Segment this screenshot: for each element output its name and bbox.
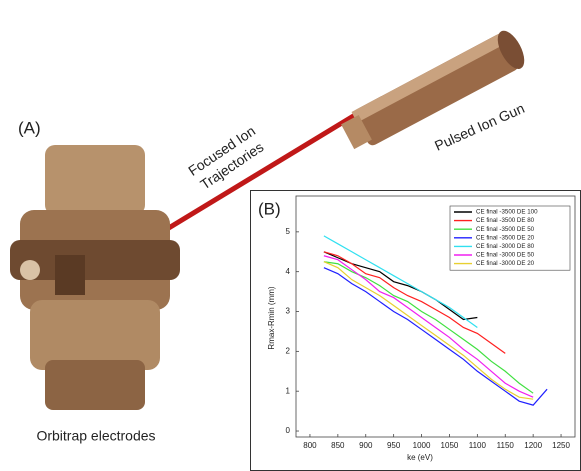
y-axis-label: Rmax-Rmin (mm) (267, 286, 276, 349)
legend-label: CE final -3500 DE 100 (476, 209, 538, 216)
series-line (323, 255, 534, 398)
legend-label: CE final -3000 DE 80 (476, 243, 535, 250)
x-tick-label: 950 (387, 441, 401, 450)
x-tick-label: 900 (359, 441, 373, 450)
panel-label: (B) (258, 199, 281, 218)
x-tick-label: 1050 (441, 441, 459, 450)
series-line (323, 267, 548, 406)
series-line (323, 251, 506, 354)
x-axis-label: ke (eV) (407, 453, 433, 462)
series-line (323, 235, 478, 328)
ion-gun (341, 30, 525, 150)
x-tick-label: 1150 (497, 441, 515, 450)
x-tick-label: 1000 (413, 441, 431, 450)
x-tick-label: 1200 (524, 441, 542, 450)
legend-label: CE final -3000 DE 20 (476, 260, 535, 267)
legend-label: CE final -3000 DE 50 (476, 252, 535, 259)
panel-label: (A) (18, 118, 41, 137)
x-tick-label: 850 (331, 441, 345, 450)
y-tick-label: 0 (286, 426, 291, 435)
series-line (323, 261, 534, 400)
y-tick-label: 3 (286, 307, 291, 316)
x-tick-label: 1100 (469, 441, 487, 450)
legend-label: CE final -3500 DE 80 (476, 217, 535, 224)
legend-label: CE final -3500 DE 50 (476, 226, 535, 233)
x-tick-label: 1250 (552, 441, 570, 450)
trap-label: Orbitrap electrodes (36, 428, 155, 444)
legend-label: CE final -3500 DE 20 (476, 234, 535, 241)
y-tick-label: 1 (286, 386, 291, 395)
gun-label: Pulsed Ion Gun (432, 100, 527, 154)
y-tick-label: 5 (286, 227, 291, 236)
x-tick-label: 800 (303, 441, 317, 450)
plot-frame (295, 195, 576, 438)
y-tick-label: 4 (286, 267, 291, 276)
orbitrap (10, 145, 180, 410)
y-tick-label: 2 (286, 346, 291, 355)
